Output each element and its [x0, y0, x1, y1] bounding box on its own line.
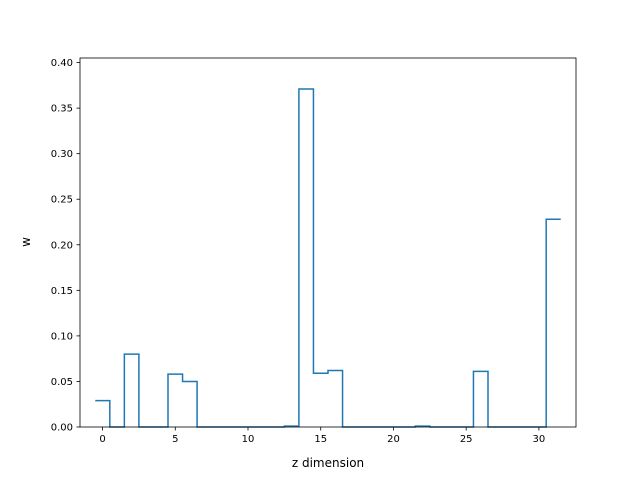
x-tick-label: 10 [242, 434, 255, 445]
y-tick-label: 0.25 [51, 195, 73, 206]
y-tick-label: 0.30 [51, 149, 73, 160]
y-tick-label: 0.15 [51, 286, 73, 297]
x-tick-label: 0 [99, 434, 105, 445]
series-step-line [95, 88, 561, 428]
x-tick-label: 15 [314, 434, 327, 445]
x-tick-label: 30 [533, 434, 546, 445]
x-tick-label: 20 [387, 434, 400, 445]
y-axis-ticks: 0.00 0.05 0.10 0.15 0.20 0.25 0.30 0.35 0.40 [51, 58, 80, 434]
x-axis-label: z dimension [292, 456, 364, 470]
y-tick-label: 0.10 [51, 331, 73, 342]
x-tick-label: 5 [172, 434, 178, 445]
y-tick-label: 0.05 [51, 377, 73, 388]
y-axis-label: w [19, 237, 33, 247]
x-axis-ticks: 0 5 10 15 20 25 30 [99, 427, 545, 445]
y-tick-label: 0.40 [51, 58, 73, 69]
y-tick-label: 0.20 [51, 240, 73, 251]
y-tick-label: 0.00 [51, 423, 73, 434]
plot-frame [79, 57, 577, 428]
x-tick-label: 25 [460, 434, 473, 445]
y-tick-label: 0.35 [51, 104, 73, 115]
